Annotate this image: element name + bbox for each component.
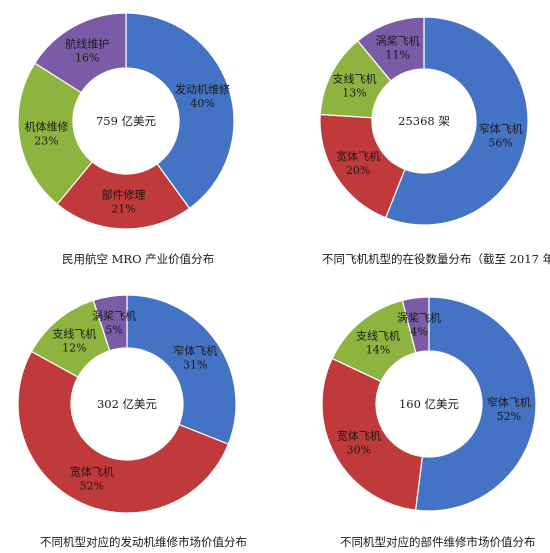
slice-3-chart-1 bbox=[17, 62, 94, 206]
slice-1-chart-1 bbox=[125, 12, 235, 210]
slice-4-chart-2 bbox=[356, 16, 425, 82]
center-label-chart-4: 160 亿美元 bbox=[399, 397, 460, 411]
slice-value-1-chart-4: 52% bbox=[497, 410, 521, 423]
slice-label-2-chart-4: 宽体飞机 bbox=[337, 429, 381, 443]
slice-label-3-chart-2: 支线飞机 bbox=[333, 72, 377, 86]
slice-label-2-chart-3: 宽体飞机 bbox=[70, 465, 114, 479]
slice-2-chart-1 bbox=[56, 160, 191, 230]
slice-value-3-chart-1: 23% bbox=[34, 135, 58, 148]
slice-label-3-chart-4: 支线飞机 bbox=[356, 328, 400, 342]
chart-4-title: 不同机型对应的部件维修市场价值分布 bbox=[340, 535, 536, 549]
chart-3-title: 不同机型对应的发动机维修市场价值分布 bbox=[40, 535, 247, 549]
slice-value-4-chart-2: 11% bbox=[385, 49, 409, 62]
slice-1-chart-2 bbox=[384, 16, 529, 226]
slice-value-2-chart-4: 30% bbox=[347, 444, 371, 457]
slice-value-1-chart-1: 40% bbox=[190, 97, 214, 110]
chart-1-title: 民用航空 MRO 产业价值分布 bbox=[62, 252, 215, 266]
slice-label-1-chart-2: 窄体飞机 bbox=[479, 122, 523, 136]
slice-label-4-chart-3: 涡桨飞机 bbox=[92, 309, 136, 323]
slice-value-4-chart-3: 5% bbox=[105, 324, 122, 337]
slice-value-4-chart-1: 16% bbox=[75, 51, 99, 64]
slice-4-chart-1 bbox=[33, 12, 127, 94]
slice-label-3-chart-3: 支线飞机 bbox=[52, 326, 96, 340]
slice-label-1-chart-3: 窄体飞机 bbox=[173, 344, 217, 358]
chart-2-title: 不同飞机机型的在役数量分布（截至 2017 年） bbox=[322, 252, 550, 266]
slice-label-4-chart-1: 航线维护 bbox=[65, 36, 109, 50]
slice-2-chart-2 bbox=[319, 113, 406, 219]
slice-value-2-chart-3: 52% bbox=[80, 480, 104, 493]
slice-label-1-chart-1: 发动机维修 bbox=[175, 82, 230, 96]
slice-value-2-chart-1: 21% bbox=[111, 202, 135, 215]
slice-1-chart-3 bbox=[126, 294, 237, 445]
slice-4-chart-4 bbox=[401, 296, 430, 354]
slice-value-1-chart-3: 31% bbox=[183, 359, 207, 372]
slice-2-chart-3 bbox=[17, 350, 230, 514]
slice-value-4-chart-4: 4% bbox=[410, 326, 427, 339]
slice-label-4-chart-4: 涡桨飞机 bbox=[397, 311, 441, 325]
slice-2-chart-4 bbox=[321, 357, 424, 511]
slice-label-1-chart-4: 窄体飞机 bbox=[487, 395, 531, 409]
slice-4-chart-3 bbox=[92, 294, 128, 352]
slice-value-1-chart-2: 56% bbox=[488, 137, 512, 150]
slice-value-2-chart-2: 20% bbox=[346, 164, 370, 177]
slice-label-2-chart-1: 部件修理 bbox=[101, 187, 145, 201]
center-label-chart-2: 25368 架 bbox=[398, 114, 450, 128]
slice-label-2-chart-2: 宽体飞机 bbox=[336, 149, 380, 163]
slice-value-3-chart-2: 13% bbox=[342, 87, 366, 100]
slice-label-4-chart-2: 涡桨飞机 bbox=[376, 34, 420, 48]
slice-value-3-chart-4: 14% bbox=[366, 343, 390, 356]
slice-label-3-chart-1: 机体维修 bbox=[24, 120, 68, 134]
slice-value-3-chart-3: 12% bbox=[62, 341, 86, 354]
slice-1-chart-4 bbox=[414, 296, 537, 512]
center-label-chart-1: 759 亿美元 bbox=[96, 114, 157, 128]
center-label-chart-3: 302 亿美元 bbox=[97, 397, 158, 411]
